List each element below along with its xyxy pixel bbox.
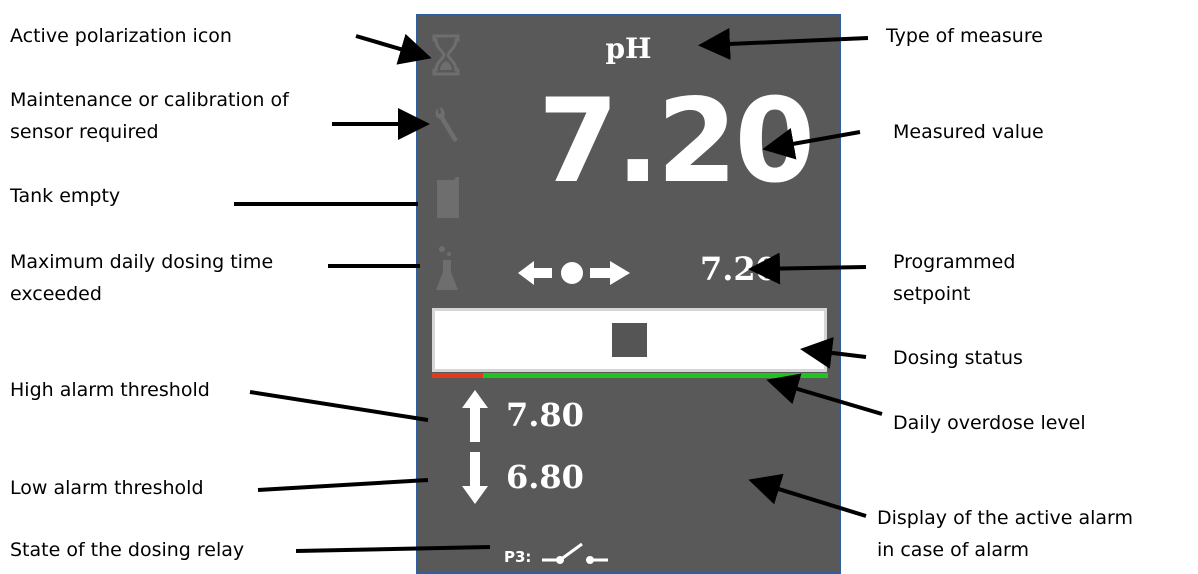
label-active-alarm-1: Display of the active alarm <box>877 507 1133 529</box>
label-max-dosing-1: Maximum daily dosing time <box>10 251 274 273</box>
flask-icon <box>436 246 458 290</box>
label-relay-state: State of the dosing relay <box>10 539 245 561</box>
line-low-alarm <box>257 478 429 492</box>
daily-overdose-fill <box>432 373 484 378</box>
label-maintenance-1: Maintenance or calibration of <box>10 89 289 111</box>
arrow-down-icon <box>462 452 488 504</box>
label-active-alarm-2: in case of alarm <box>877 539 1029 561</box>
dosing-status-bar <box>432 308 827 372</box>
label-dosing-status: Dosing status <box>893 347 1023 369</box>
tank-icon <box>437 177 459 218</box>
double-arrow-setpoint-icon <box>518 261 630 285</box>
label-low-alarm-threshold: Low alarm threshold <box>10 477 204 499</box>
label-setpoint-2: setpoint <box>893 283 971 305</box>
label-measured-value: Measured value <box>893 121 1044 143</box>
label-active-polarization-icon: Active polarization icon <box>10 25 232 47</box>
label-type-of-measure: Type of measure <box>886 25 1043 47</box>
measured-value: 7.20 <box>538 74 815 209</box>
dosing-status-indicator <box>612 323 647 357</box>
wrench-icon <box>435 107 458 142</box>
relay-label: P3: <box>504 548 532 566</box>
label-max-dosing-2: exceeded <box>10 283 102 305</box>
setpoint-value: 7.20 <box>700 250 778 288</box>
controller-display-panel: pH 7.20 7.20 7.80 6.80 P3: <box>416 14 841 574</box>
arrow-up-icon <box>462 390 488 442</box>
measure-type: pH <box>605 32 652 65</box>
label-tank-empty: Tank empty <box>10 185 121 207</box>
hourglass-icon <box>432 34 460 76</box>
low-alarm-value: 6.80 <box>506 458 584 496</box>
label-maintenance-2: sensor required <box>10 121 159 143</box>
arrow-active-polarization <box>355 33 432 65</box>
label-high-alarm-threshold: High alarm threshold <box>10 379 210 401</box>
daily-overdose-bar <box>432 373 828 378</box>
relay-switch-icon <box>542 542 608 564</box>
high-alarm-value: 7.80 <box>506 396 584 434</box>
label-daily-overdose-level: Daily overdose level <box>893 412 1086 434</box>
label-setpoint-1: Programmed <box>893 251 1016 273</box>
line-high-alarm <box>249 390 429 422</box>
